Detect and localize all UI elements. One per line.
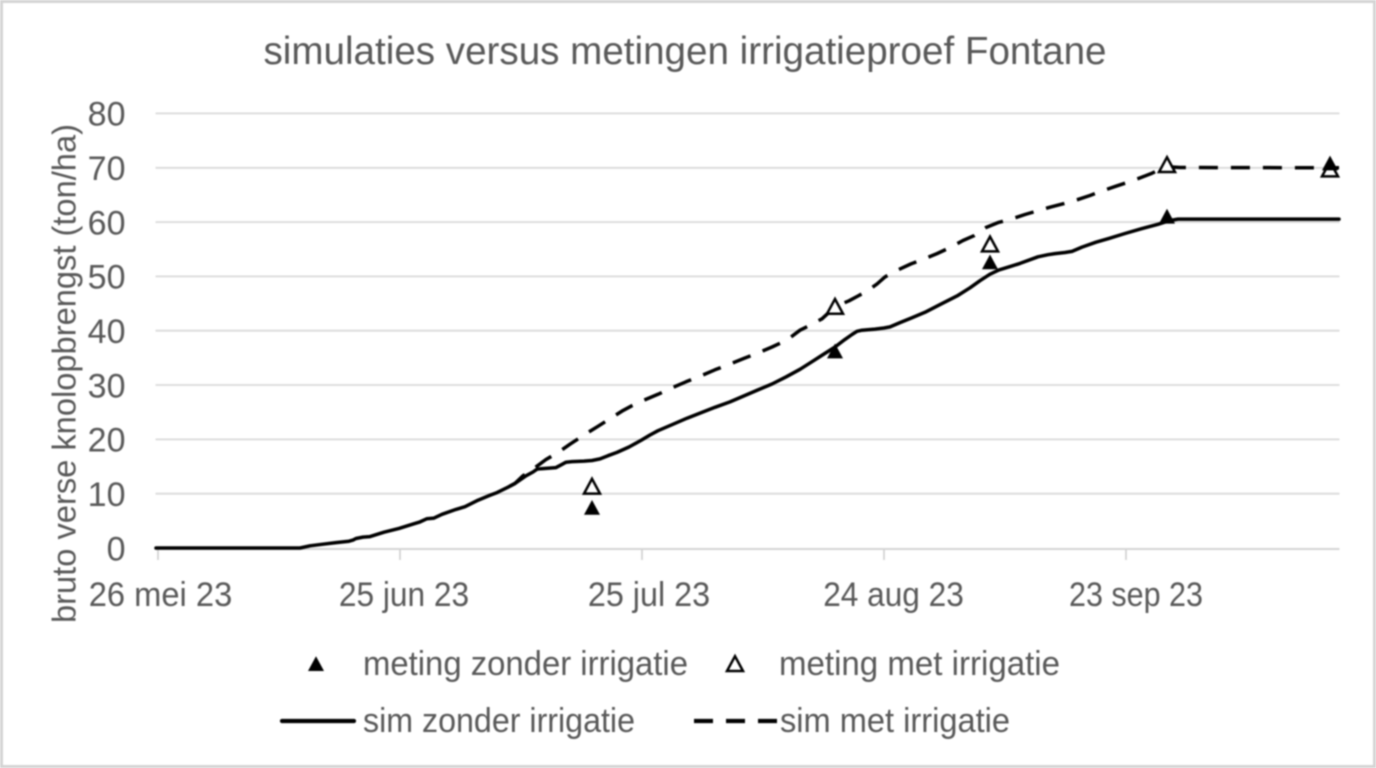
svg-text:23 sep 23: 23 sep 23 (1069, 576, 1203, 614)
svg-text:0: 0 (107, 530, 126, 568)
svg-text:50: 50 (88, 259, 126, 297)
svg-text:25 jun 23: 25 jun 23 (339, 576, 469, 614)
svg-text:sim met irrigatie: sim met irrigatie (780, 702, 1010, 740)
svg-text:80: 80 (88, 96, 126, 134)
svg-text:20: 20 (88, 422, 126, 460)
svg-text:24 aug 23: 24 aug 23 (823, 576, 964, 614)
svg-text:25 jul 23: 25 jul 23 (588, 576, 710, 614)
svg-text:30: 30 (88, 367, 126, 405)
svg-text:sim zonder irrigatie: sim zonder irrigatie (363, 702, 635, 740)
svg-text:10: 10 (88, 476, 126, 514)
svg-text:26 mei 23: 26 mei 23 (89, 576, 233, 614)
svg-text:70: 70 (88, 150, 126, 188)
svg-text:meting zonder irrigatie: meting zonder irrigatie (363, 645, 688, 683)
svg-text:40: 40 (88, 313, 126, 351)
svg-text:simulaties versus metingen irr: simulaties versus metingen irrigatieproe… (264, 30, 1107, 73)
svg-text:bruto verse knolopbrengst (ton: bruto verse knolopbrengst (ton/ha) (46, 124, 83, 623)
svg-text:60: 60 (88, 204, 126, 242)
svg-text:meting met irrigatie: meting met irrigatie (779, 645, 1060, 683)
